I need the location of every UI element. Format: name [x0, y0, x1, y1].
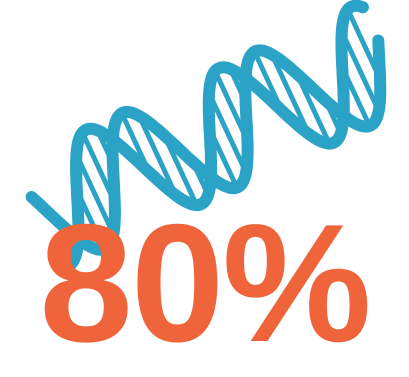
percentage-stat: 80%	[2, 196, 407, 371]
